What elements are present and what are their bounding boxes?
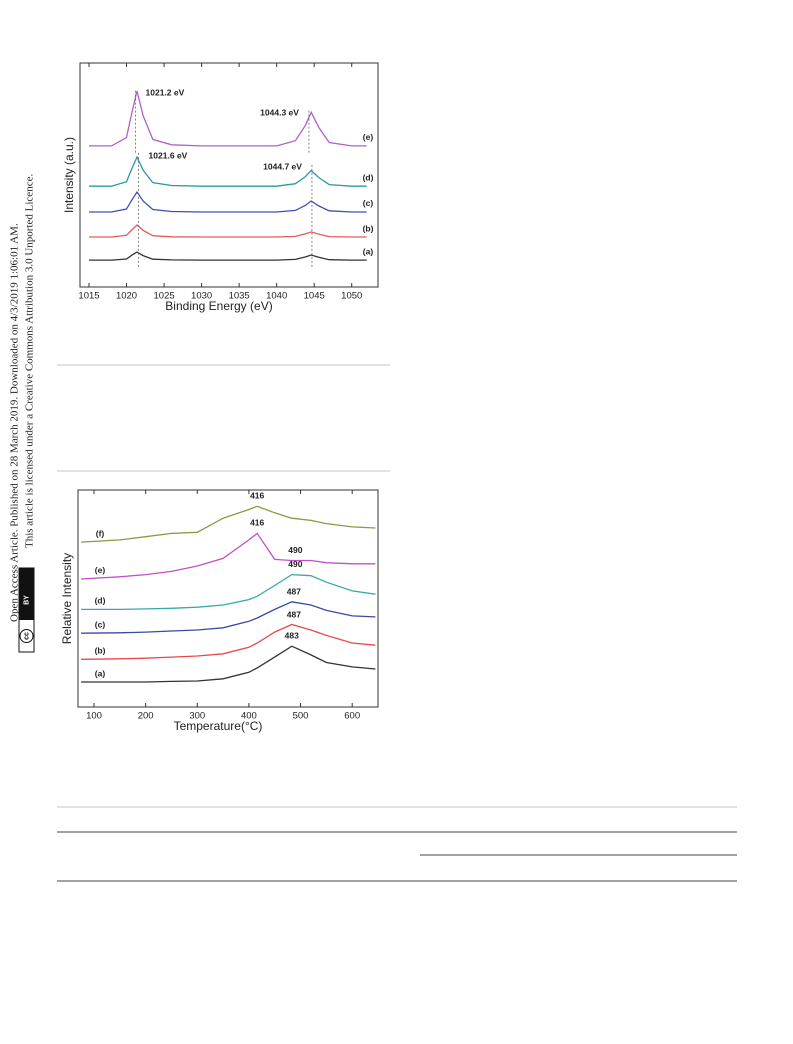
series-line xyxy=(81,601,376,634)
peak-annotation: 1021.6 eV xyxy=(149,151,188,161)
access-note: Open Access Article. Published on 28 Mar… xyxy=(9,223,21,622)
x-tick-label: 400 xyxy=(241,711,257,722)
x-tick-label: 1020 xyxy=(116,291,137,302)
series-line xyxy=(81,645,376,683)
peak-annotation: 1044.3 eV xyxy=(260,108,299,118)
series-line xyxy=(81,573,376,611)
series-label: (b) xyxy=(95,646,106,656)
peak-label: 483 xyxy=(285,630,299,640)
series-label: (f) xyxy=(96,528,105,538)
x-axis-label: Temperature(°C) xyxy=(174,719,263,733)
series-label: (b) xyxy=(363,223,374,233)
cc-circle xyxy=(19,629,34,643)
peak-label: 416 xyxy=(250,491,264,501)
series-label: (d) xyxy=(95,596,106,606)
x-tick-label: 600 xyxy=(344,711,360,722)
series-label: (c) xyxy=(363,198,374,208)
y-axis-label: Relative Intensity xyxy=(60,553,74,644)
series-label: (a) xyxy=(363,246,374,256)
peak-label: 487 xyxy=(287,586,301,596)
series-label: (e) xyxy=(95,565,106,575)
series-label: (e) xyxy=(363,132,374,142)
series-label: (c) xyxy=(95,619,106,629)
plot-frame xyxy=(79,62,379,288)
x-tick-label: 1045 xyxy=(304,291,325,302)
x-tick-label: 500 xyxy=(293,711,309,722)
cc-badge-dark xyxy=(19,568,34,620)
series-line xyxy=(81,623,376,660)
x-tick-label: 1035 xyxy=(229,291,250,302)
series-line xyxy=(89,90,367,147)
plot-frame xyxy=(77,489,379,708)
peak-label: 416 xyxy=(250,518,264,528)
x-tick-label: 1040 xyxy=(266,291,287,302)
series-line xyxy=(81,505,376,543)
peak-label: 490 xyxy=(288,545,302,555)
series-line xyxy=(89,190,367,213)
x-tick-label: 1015 xyxy=(78,291,99,302)
peak-label: 487 xyxy=(287,609,301,619)
series-line xyxy=(81,532,376,580)
x-axis-label: Binding Energy (eV) xyxy=(165,299,272,313)
series-line xyxy=(89,251,367,261)
cc-label: cc xyxy=(23,632,30,640)
peak-annotation: 1021.2 eV xyxy=(146,88,185,98)
peak-label: 490 xyxy=(288,559,302,569)
x-tick-label: 200 xyxy=(138,711,154,722)
y-axis-label: Intensity (a.u.) xyxy=(62,137,76,213)
x-tick-label: 1050 xyxy=(341,291,362,302)
x-tick-label: 1025 xyxy=(154,291,175,302)
licence-note: This article is licensed under a Creativ… xyxy=(24,174,36,548)
series-line xyxy=(89,224,367,238)
peak-annotation: 1044.7 eV xyxy=(263,161,302,171)
by-label: BY xyxy=(23,595,30,605)
x-tick-label: 100 xyxy=(86,711,102,722)
series-label: (a) xyxy=(95,668,106,678)
series-line xyxy=(89,155,367,187)
x-tick-label: 1030 xyxy=(191,291,212,302)
series-label: (d) xyxy=(363,172,374,182)
x-tick-label: 300 xyxy=(189,711,205,722)
